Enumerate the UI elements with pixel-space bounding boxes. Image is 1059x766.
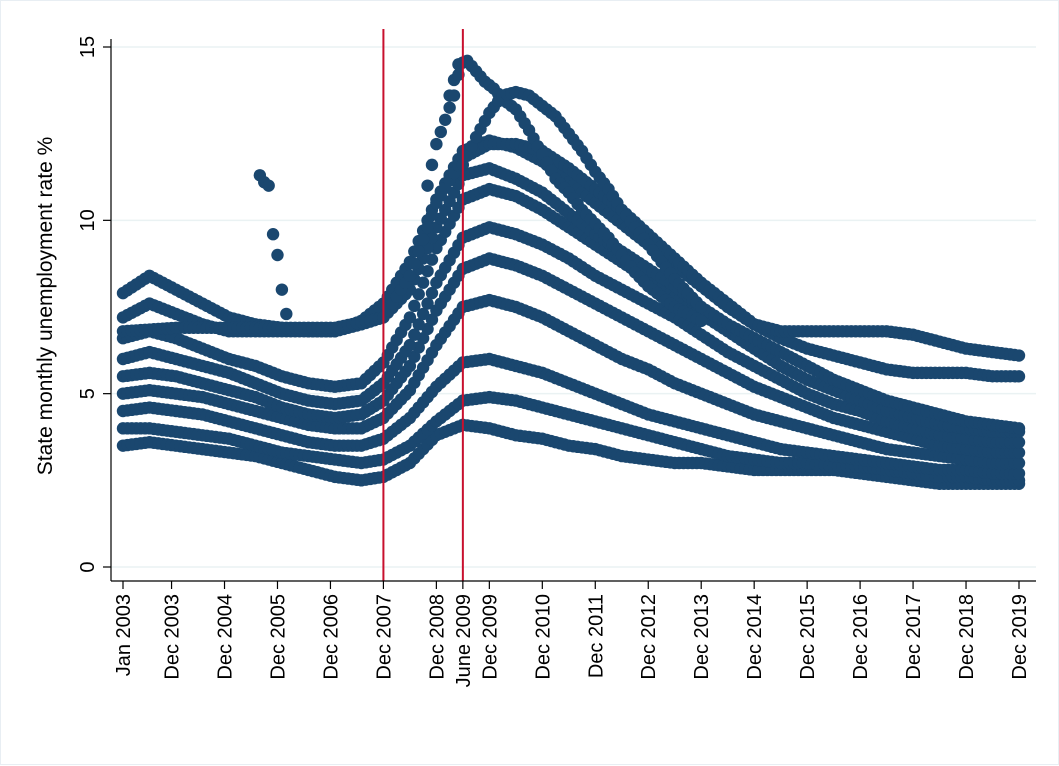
data-point xyxy=(1012,422,1026,435)
y-axis-title: State monthly unemployment rate % xyxy=(34,137,57,476)
data-point xyxy=(416,233,430,246)
data-point xyxy=(266,228,280,241)
data-point xyxy=(421,179,434,192)
x-tick-label: Dec 2007 xyxy=(373,594,395,680)
data-point xyxy=(408,299,421,313)
data-point xyxy=(465,140,478,153)
reference-lines xyxy=(382,29,464,581)
x-tick-label: Dec 2010 xyxy=(532,594,554,680)
data-point xyxy=(275,283,289,296)
x-tick-label: Dec 2015 xyxy=(797,594,819,680)
data-point xyxy=(452,68,465,81)
x-tick-label: Dec 2018 xyxy=(956,594,978,680)
data-point xyxy=(262,179,275,192)
y-tick-label: 15 xyxy=(77,36,99,58)
data-point xyxy=(403,359,417,373)
data-point xyxy=(416,307,430,321)
data-point xyxy=(1012,349,1026,362)
data-point xyxy=(443,101,456,114)
y-tick-label: 0 xyxy=(77,561,99,572)
data-point xyxy=(1012,467,1026,480)
x-tick-label: Dec 2003 xyxy=(162,594,184,680)
data-point xyxy=(1012,456,1026,470)
x-tick-label: Dec 2019 xyxy=(1009,594,1031,680)
data-point xyxy=(408,257,421,270)
x-tick-label: Dec 2013 xyxy=(691,594,713,680)
data-point xyxy=(434,125,447,139)
data-point xyxy=(408,328,421,341)
data-point xyxy=(695,300,708,314)
data-point xyxy=(461,149,474,162)
data-point xyxy=(403,338,417,352)
data-point xyxy=(439,113,452,127)
x-tick-label: Dec 2014 xyxy=(744,594,766,680)
x-tick-label: Dec 2005 xyxy=(267,594,289,680)
data-point xyxy=(280,307,293,321)
data-point xyxy=(403,269,417,282)
x-tick-label: Dec 2017 xyxy=(903,594,925,680)
data-point xyxy=(695,314,708,328)
data-point xyxy=(425,208,439,222)
x-tick-label: Dec 2012 xyxy=(638,594,660,680)
y-tick-label: 10 xyxy=(77,209,99,231)
x-tick-label: June 2009 xyxy=(453,594,475,687)
data-point xyxy=(447,89,461,102)
data-point xyxy=(271,248,284,262)
y-tick-label: 5 xyxy=(77,388,99,399)
x-tick-label: Dec 2006 xyxy=(320,594,342,680)
x-tick-labels: Jan 2003 Dec 2003 Dec 2004 Dec 2005 Dec 2006… xyxy=(113,594,1031,687)
data-points xyxy=(116,54,1026,490)
data-point xyxy=(425,313,439,326)
data-point xyxy=(430,137,443,151)
x-tick-label: Dec 2011 xyxy=(585,594,607,678)
x-tick-label: Dec 2004 xyxy=(215,594,237,680)
data-point xyxy=(421,297,434,310)
gridlines xyxy=(111,46,1036,568)
data-point xyxy=(1012,370,1026,383)
data-point xyxy=(1012,446,1026,459)
data-point xyxy=(421,221,434,234)
x-tick-label: Dec 2009 xyxy=(479,594,501,680)
data-point xyxy=(412,245,425,258)
data-point xyxy=(425,158,439,172)
x-tick-label: Dec 2016 xyxy=(850,594,872,680)
data-point xyxy=(1012,436,1026,449)
data-point xyxy=(403,311,417,324)
data-point xyxy=(425,286,439,300)
axes xyxy=(103,39,1036,589)
x-tick-label: Dec 2008 xyxy=(426,594,448,680)
y-tick-labels: 0 5 10 15 xyxy=(77,36,99,573)
x-tick-label: Jan 2003 xyxy=(113,594,135,676)
data-point xyxy=(412,318,425,331)
